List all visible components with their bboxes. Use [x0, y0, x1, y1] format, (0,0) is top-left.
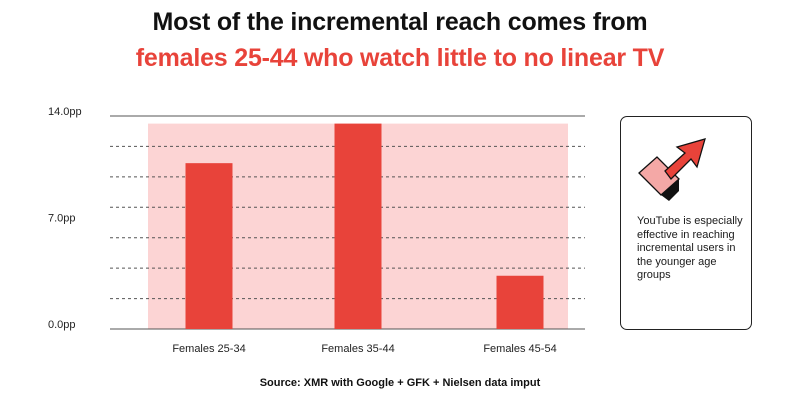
callout-box: YouTube is especially effective in reach…: [620, 116, 752, 330]
chart-title-line1: Most of the incremental reach comes from: [152, 8, 648, 36]
bar-2: [496, 275, 544, 329]
callout-text: YouTube is especially effective in reach…: [637, 215, 743, 281]
y-tick-label-1: 7.0pp: [48, 213, 76, 225]
category-label-0: Females 25-34: [172, 343, 245, 355]
y-tick-label-2: 14.0pp: [48, 106, 82, 118]
chart-title-line2: females 25-44 who watch little to no lin…: [135, 44, 665, 72]
source-note: Source: XMR with Google + GFK + Nielsen …: [259, 377, 541, 389]
bar-1: [334, 123, 382, 329]
y-tick-label-0: 0.0pp: [48, 319, 76, 331]
category-label-2: Females 45-54: [483, 343, 556, 355]
category-label-1: Females 35-44: [321, 343, 394, 355]
bar-0: [185, 163, 233, 329]
arrow-up-right-icon: [638, 138, 706, 201]
